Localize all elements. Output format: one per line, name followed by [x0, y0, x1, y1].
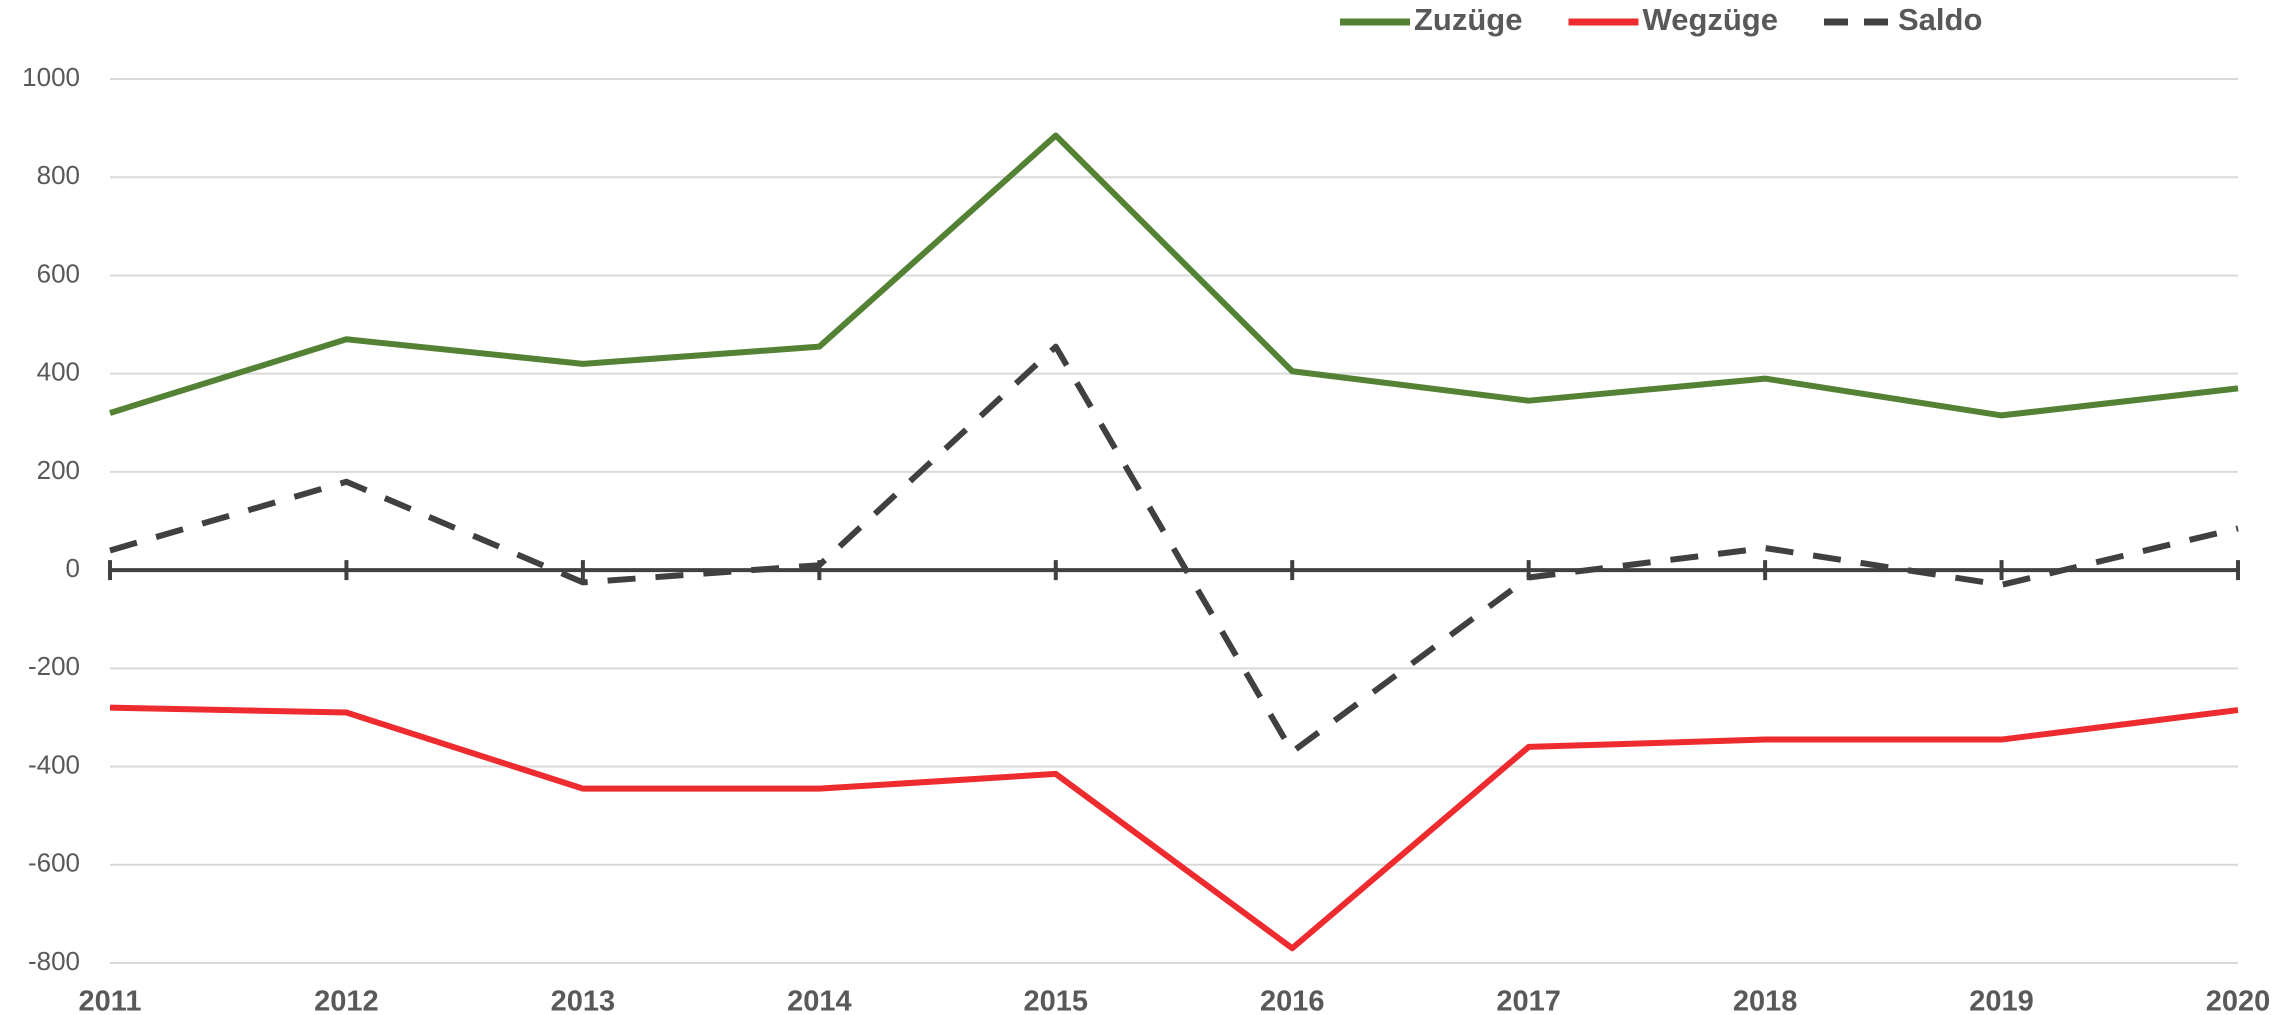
y-tick-label: -600	[28, 848, 80, 878]
x-tick-label: 2014	[787, 986, 852, 1015]
legend-label: Wegzüge	[1643, 2, 1779, 37]
y-tick-label: 200	[37, 455, 80, 485]
x-tick-label: 2018	[1733, 986, 1798, 1015]
x-tick-label: 2016	[1260, 986, 1325, 1015]
series-line	[109, 704, 2239, 952]
x-tick-label: 2011	[79, 986, 142, 1015]
y-tick-label: 400	[37, 357, 80, 387]
x-tick-label: 2020	[2206, 986, 2271, 1015]
series-line	[109, 343, 2239, 755]
legend-label: Zuzüge	[1414, 2, 1523, 37]
legend-label: Saldo	[1898, 2, 1982, 37]
y-tick-label: -200	[28, 651, 80, 681]
y-tick-label: -400	[28, 749, 80, 779]
x-tick-label: 2019	[1969, 986, 2034, 1015]
y-tick-label: -800	[28, 946, 80, 976]
y-tick-label: 1000	[22, 62, 80, 92]
series-line	[109, 132, 2239, 419]
x-tick-label: 2013	[551, 986, 616, 1015]
x-tick-label: 2015	[1024, 986, 1089, 1015]
y-tick-label: 0	[66, 553, 80, 583]
y-tick-label: 600	[37, 258, 80, 288]
x-tick-label: 2012	[314, 986, 379, 1015]
x-tick-label: 2017	[1496, 986, 1561, 1015]
y-tick-label: 800	[37, 160, 80, 190]
